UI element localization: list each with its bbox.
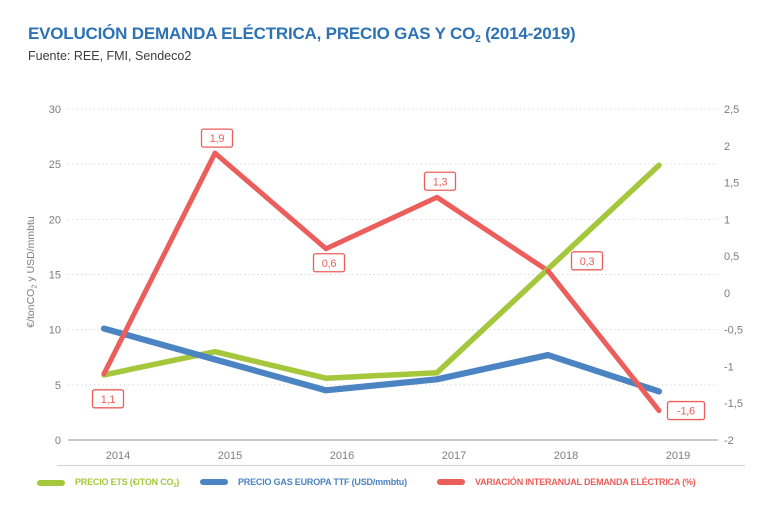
svg-text:0: 0	[724, 288, 730, 300]
y-axis-left-labels: 0 5 10 15 20 25 30	[49, 104, 61, 447]
svg-text:0: 0	[55, 435, 61, 447]
svg-text:1,9: 1,9	[210, 133, 225, 145]
svg-text:-2: -2	[724, 435, 734, 447]
line-precio-ets	[101, 162, 662, 381]
svg-text:2016: 2016	[330, 450, 354, 462]
svg-text:15: 15	[49, 270, 61, 282]
data-label: 1,3	[423, 171, 457, 191]
svg-text:1,3: 1,3	[433, 176, 448, 188]
legend-divider	[57, 465, 745, 466]
data-label: -1,6	[666, 400, 706, 421]
blue-line-swatch	[200, 479, 228, 485]
legend-label-precio-ets: PRECIO ETS (€/TON CO2)	[75, 477, 179, 489]
y-axis-right-labels: 2,5 2 1,5 1 0,5 0 -0,5 -1 -1,5 -2	[724, 104, 743, 447]
gridlines	[68, 108, 718, 386]
svg-text:20: 20	[49, 214, 61, 226]
green-line-swatch	[37, 479, 65, 486]
svg-text:2: 2	[724, 141, 730, 153]
line-precio-gas-ttf	[100, 325, 663, 395]
data-label: 0,6	[312, 253, 346, 273]
data-label: 0,3	[570, 251, 604, 271]
legend-text: VARIACIÓN INTERANUAL DEMANDA ELÉCTRICA (…	[475, 477, 696, 487]
line-variacion-demanda-mid	[212, 150, 551, 274]
legend-text-end: )	[176, 477, 180, 487]
svg-text:2017: 2017	[442, 450, 466, 462]
svg-text:2019: 2019	[666, 450, 690, 462]
svg-text:-1,5: -1,5	[724, 398, 743, 410]
y-axis-title: €/tonCO2 y USD/mmbtu	[25, 216, 39, 328]
svg-text:1,1: 1,1	[101, 394, 116, 406]
svg-text:-1,6: -1,6	[677, 406, 695, 418]
legend-subscript: 2	[173, 482, 177, 489]
svg-text:5: 5	[55, 380, 61, 392]
source-caption: Fuente: REE, FMI, Sendeco2	[28, 49, 192, 63]
red-point-labels: 1,1 1,9 0,6 1,3 0,3 -1,6	[91, 128, 706, 421]
svg-text:2014: 2014	[106, 450, 130, 462]
data-label: 1,1	[91, 389, 125, 409]
line-variacion-demanda-ends	[101, 150, 662, 414]
svg-text:10: 10	[49, 325, 61, 337]
svg-text:2015: 2015	[218, 450, 242, 462]
page-title-text: EVOLUCIÓN DEMANDA ELÉCTRICA, PRECIO GAS …	[28, 24, 476, 43]
page-title: EVOLUCIÓN DEMANDA ELÉCTRICA, PRECIO GAS …	[28, 24, 576, 45]
svg-text:0,5: 0,5	[724, 251, 739, 263]
svg-text:2018: 2018	[554, 450, 578, 462]
legend-item-variacion-demanda: VARIACIÓN INTERANUAL DEMANDA ELÉCTRICA (…	[437, 477, 696, 487]
svg-text:30: 30	[49, 104, 61, 116]
legend-label-precio-gas-ttf: PRECIO GAS EUROPA TTF (USD/mmbtu)	[238, 477, 407, 487]
svg-text:1: 1	[724, 214, 730, 226]
data-label: 1,9	[200, 128, 234, 148]
svg-text:0,6: 0,6	[322, 258, 337, 270]
page-title-years: (2014-2019)	[480, 24, 576, 43]
red-line-swatch	[437, 479, 465, 485]
svg-text:2,5: 2,5	[724, 104, 739, 116]
legend-label-variacion-demanda: VARIACIÓN INTERANUAL DEMANDA ELÉCTRICA (…	[475, 477, 696, 487]
svg-text:-1: -1	[724, 361, 734, 373]
legend: PRECIO ETS (€/TON CO2) PRECIO GAS EUROPA…	[0, 477, 768, 495]
legend-item-precio-gas-ttf: PRECIO GAS EUROPA TTF (USD/mmbtu)	[200, 477, 407, 487]
legend-text: PRECIO ETS (€/TON CO	[75, 477, 174, 487]
legend-text: PRECIO GAS EUROPA TTF (USD/mmbtu)	[238, 477, 407, 487]
x-axis-labels: 2014 2015 2016 2017 2018 2019	[106, 450, 690, 462]
svg-text:0,3: 0,3	[580, 256, 595, 268]
svg-text:-0,5: -0,5	[724, 325, 743, 337]
legend-item-precio-ets: PRECIO ETS (€/TON CO2)	[37, 477, 179, 489]
svg-text:1,5: 1,5	[724, 178, 739, 190]
svg-text:25: 25	[49, 159, 61, 171]
page-title-subscript: 2	[475, 34, 481, 46]
